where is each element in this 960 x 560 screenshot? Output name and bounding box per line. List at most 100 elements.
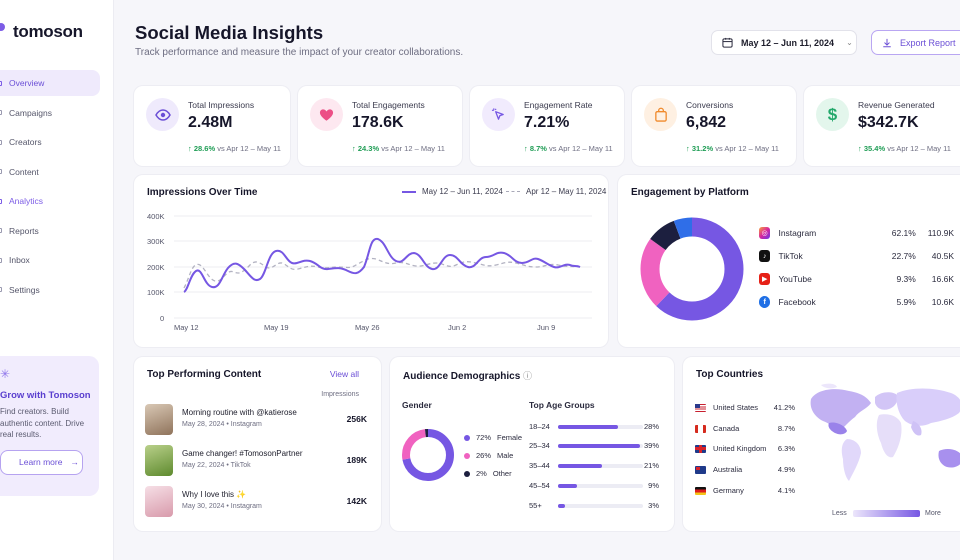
age-bar-fill bbox=[558, 504, 565, 508]
content-meta: May 30, 2024 • Instagram bbox=[182, 503, 262, 510]
content-date: May 30, 2024 bbox=[182, 503, 225, 510]
kpi-card-engagements: Total Engagements 178.6K ↑ 24.3% vs Apr … bbox=[298, 86, 462, 166]
content-meta: May 28, 2024 • Instagram bbox=[182, 421, 262, 428]
country-name: Germany bbox=[713, 486, 744, 495]
logo-text: tomoson bbox=[13, 22, 83, 41]
sidebar-item-label: Settings bbox=[9, 284, 40, 295]
country-row: Australia 4.9% bbox=[695, 465, 795, 474]
export-report-button[interactable]: Export Report bbox=[871, 30, 960, 55]
learn-more-button[interactable]: Learn more → bbox=[0, 449, 83, 475]
engagement-platform-card: Engagement by Platform bbox=[618, 175, 960, 347]
x-tick: May 26 bbox=[355, 323, 380, 332]
gender-label: Male bbox=[497, 451, 514, 460]
platform-value: 40.5K bbox=[931, 251, 954, 261]
date-range-label: May 12 – Jun 11, 2024 bbox=[741, 37, 835, 48]
platform-donut-chart bbox=[640, 217, 744, 321]
flag-australia-icon bbox=[695, 465, 706, 474]
dollar-icon: $ bbox=[816, 98, 849, 131]
info-icon[interactable]: ⓘ bbox=[523, 371, 533, 381]
world-map bbox=[810, 383, 960, 481]
sparkle-icon: ✳ bbox=[0, 367, 11, 381]
sidebar-item-creators[interactable]: Creators bbox=[0, 129, 100, 155]
content-name: Game changer! #TomosonPartner bbox=[182, 449, 303, 458]
sidebar-item-settings[interactable]: Settings bbox=[0, 277, 100, 303]
sidebar: tomoson Overview Campaigns Creators Cont… bbox=[0, 0, 114, 560]
page-title: Social Media Insights bbox=[135, 22, 324, 43]
heart-icon bbox=[310, 98, 343, 131]
impressions-chart-title: Impressions Over Time bbox=[147, 187, 258, 198]
kpi-delta: ↑ 31.2% vs Apr 12 – May 11 bbox=[686, 144, 779, 153]
legend-current: May 12 – Jun 11, 2024 bbox=[402, 187, 503, 196]
sidebar-item-overview[interactable]: Overview bbox=[0, 70, 100, 96]
y-tick: 400K bbox=[147, 212, 165, 221]
content-name: Morning routine with @katierose bbox=[182, 408, 297, 417]
age-pct: 39% bbox=[643, 441, 659, 450]
engagement-platform-title: Engagement by Platform bbox=[631, 187, 749, 198]
sidebar-item-campaigns[interactable]: Campaigns bbox=[0, 100, 100, 126]
gender-row-other: 2% Other bbox=[464, 469, 512, 478]
age-bar-track bbox=[558, 484, 643, 488]
settings-icon bbox=[0, 287, 2, 292]
sidebar-item-analytics[interactable]: Analytics bbox=[0, 188, 100, 214]
age-row: 55+ 3% bbox=[529, 501, 659, 513]
age-bar-fill bbox=[558, 425, 618, 429]
impressions-column-header: Impressions bbox=[321, 391, 359, 398]
content-row[interactable]: Game changer! #TomosonPartner May 22, 20… bbox=[145, 445, 367, 477]
content-thumbnail bbox=[145, 486, 173, 517]
country-pct: 6.3% bbox=[777, 444, 795, 453]
kpi-delta-value: 8.7% bbox=[529, 144, 547, 153]
age-label: 55+ bbox=[529, 501, 542, 510]
sidebar-item-content[interactable]: Content bbox=[0, 159, 100, 185]
demographics-title-text: Audience Demographics bbox=[403, 371, 521, 382]
donut-slice-facebook bbox=[640, 217, 744, 321]
kpi-compare: vs Apr 12 – May 11 bbox=[715, 144, 779, 153]
demographics-title: Audience Demographics ⓘ bbox=[403, 369, 532, 382]
sidebar-item-reports[interactable]: Reports bbox=[0, 218, 100, 244]
view-all-link[interactable]: View all bbox=[329, 369, 359, 379]
kpi-value: 178.6K bbox=[352, 114, 404, 131]
platform-value: 16.6K bbox=[931, 274, 954, 284]
age-bar-fill bbox=[558, 444, 641, 448]
flag-germany-icon bbox=[695, 486, 706, 495]
kpi-value: 2.48M bbox=[188, 114, 233, 131]
sidebar-item-label: Reports bbox=[9, 225, 39, 236]
legend-dot bbox=[464, 452, 470, 459]
logo[interactable]: tomoson bbox=[0, 22, 83, 42]
flag-uk-icon bbox=[695, 444, 706, 453]
platform-pct: 5.9% bbox=[896, 297, 916, 307]
x-tick: Jun 9 bbox=[537, 323, 556, 332]
legend-swatch-solid bbox=[402, 190, 416, 193]
content-row[interactable]: Why I love this ✨ May 30, 2024 • Instagr… bbox=[145, 486, 367, 518]
kpi-delta: ↑ 8.7% vs Apr 12 – May 11 bbox=[524, 144, 613, 153]
kpi-value: 6,842 bbox=[686, 114, 727, 131]
facebook-icon: f bbox=[759, 296, 771, 308]
instagram-icon: ◎ bbox=[759, 227, 771, 239]
age-bar-track bbox=[558, 425, 643, 429]
country-pct: 4.1% bbox=[777, 486, 795, 495]
content-platform: Instagram bbox=[230, 421, 262, 428]
arrow-up-icon: ↑ bbox=[858, 144, 864, 153]
country-name: United Kingdom bbox=[713, 444, 767, 453]
age-pct: 21% bbox=[643, 461, 659, 470]
chevron-down-icon: ⌄ bbox=[846, 38, 853, 47]
gender-title: Gender bbox=[402, 400, 432, 410]
donut-slice-male bbox=[402, 429, 454, 481]
donut-slice-other bbox=[402, 429, 454, 481]
date-range-picker[interactable]: May 12 – Jun 11, 2024 ⌄ bbox=[711, 30, 857, 55]
learn-more-label: Learn more bbox=[19, 457, 63, 467]
sidebar-item-inbox[interactable]: Inbox bbox=[0, 247, 100, 273]
content-thumbnail bbox=[145, 404, 173, 435]
content-row[interactable]: Morning routine with @katierose May 28, … bbox=[145, 404, 367, 436]
kpi-label: Engagement Rate bbox=[524, 100, 593, 110]
top-countries-title: Top Countries bbox=[696, 369, 764, 380]
kpi-delta-value: 31.2% bbox=[691, 144, 714, 153]
sidebar-item-label: Analytics bbox=[9, 196, 44, 206]
x-tick: Jun 2 bbox=[448, 323, 467, 332]
flag-us-icon bbox=[695, 403, 706, 412]
overview-icon bbox=[0, 80, 2, 86]
platform-name: YouTube bbox=[778, 274, 812, 284]
gender-row-male: 26% Male bbox=[464, 451, 513, 460]
platform-row-tiktok: ♪ TikTok 22.7% 40.5K bbox=[759, 250, 954, 262]
country-name: United States bbox=[713, 403, 759, 412]
kpi-label: Conversions bbox=[686, 100, 734, 110]
